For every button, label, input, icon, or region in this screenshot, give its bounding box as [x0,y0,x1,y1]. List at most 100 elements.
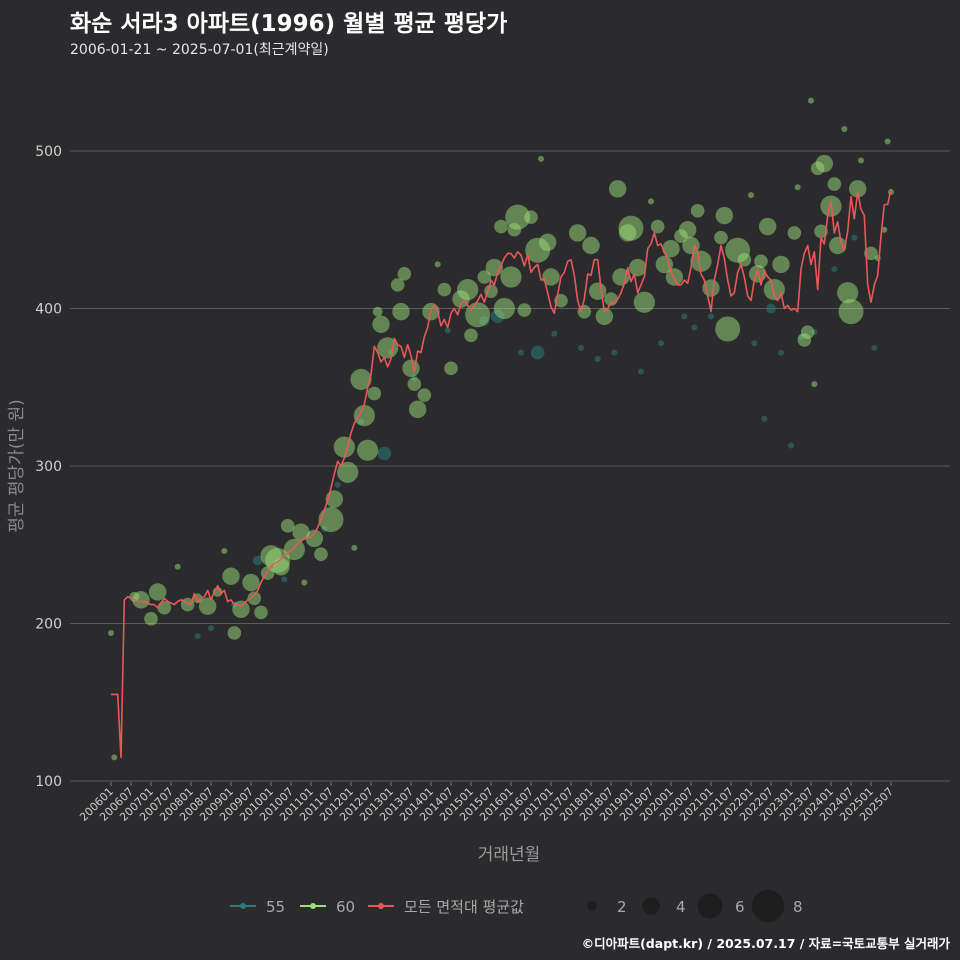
point-60 [524,210,538,224]
point-60 [283,538,305,561]
point-60 [794,184,801,191]
point-60 [301,579,308,586]
point-60 [648,198,654,205]
y-tick-label: 500 [35,144,62,160]
point-60 [221,548,228,555]
point-60 [132,591,150,609]
point-60 [198,597,217,615]
y-tick-label: 200 [35,617,62,633]
point-60 [305,529,324,548]
point-60 [814,224,828,239]
point-60 [407,377,422,391]
point-55 [691,324,698,331]
point-60 [595,307,614,326]
legend-size-2 [587,901,597,911]
point-55 [281,576,288,583]
point-60 [588,282,607,300]
point-60 [758,217,777,236]
point-60 [682,236,700,255]
point-60 [357,439,379,461]
point-60 [500,266,522,288]
point-60 [864,246,878,261]
point-55 [871,344,878,351]
point-60 [690,204,705,218]
point-60 [678,221,697,239]
point-55 [851,234,858,241]
point-55 [334,481,341,488]
point-60 [838,299,864,325]
point-55 [788,442,794,449]
point-60 [242,573,260,592]
point-55 [681,313,688,320]
legend-key-average-label: 모든 면적대 평균값 [404,898,524,916]
point-60 [227,626,242,640]
point-60 [144,611,158,626]
point-60 [111,754,118,761]
y-axis-ticks: 100 200 300 400 500 [35,144,62,790]
point-60 [690,250,712,272]
point-60 [754,254,768,269]
point-60 [650,219,665,234]
point-55 [377,446,392,461]
point-60 [314,547,328,561]
point-60 [464,328,478,343]
point-60 [417,388,432,402]
point-60 [538,233,557,252]
point-60 [408,400,427,418]
chart-title: 화순 서라3 아파트(1996) 월별 평균 평당가 [70,11,508,37]
point-60 [608,180,627,198]
y-tick-label: 100 [35,774,62,790]
point-60 [402,359,420,378]
x-axis-label: 거래년월 [478,845,541,865]
point-60 [714,230,728,245]
y-tick-label: 400 [35,302,62,318]
average-line-path [111,188,892,759]
point-60 [457,279,479,301]
point-60 [517,303,532,317]
legend-size-label: 4 [676,898,686,916]
point-60 [568,224,587,242]
legend-size-8 [751,889,785,923]
grid-lines [70,150,950,782]
point-60 [148,583,167,601]
legend-key-average-dot [378,903,384,909]
point-60 [318,507,344,533]
point-60 [715,206,734,225]
point-60 [848,180,867,198]
point-60 [815,154,834,173]
scatter-points [108,97,894,761]
point-60 [444,361,458,376]
point-60 [350,368,372,390]
point-60 [737,252,752,267]
legend-key-55-label: 55 [266,898,285,916]
legend: 55 60 모든 면적대 평균값 2 4 6 8 [230,889,803,923]
point-55 [658,340,664,347]
point-60 [858,157,864,164]
point-60 [618,215,644,241]
point-60 [174,563,181,570]
point-60 [715,316,741,342]
point-60 [808,97,814,104]
point-60 [538,155,544,162]
point-60 [494,219,508,234]
legend-size-4 [642,897,660,915]
point-60 [655,255,674,274]
point-60 [392,302,410,321]
point-60 [827,177,842,191]
point-60 [434,261,441,268]
point-55 [778,349,784,356]
point-60 [353,405,375,427]
point-60 [828,236,847,255]
point-60 [337,461,359,483]
point-55 [766,303,776,314]
point-60 [582,236,600,255]
point-60 [484,284,498,298]
point-55 [611,349,618,356]
chart-subtitle: 2006-01-21 ~ 2025-07-01(최근계약일) [70,42,329,58]
point-55 [578,344,584,351]
point-55 [208,625,214,632]
point-55 [761,415,768,422]
point-60 [477,270,492,284]
point-55 [518,349,524,356]
